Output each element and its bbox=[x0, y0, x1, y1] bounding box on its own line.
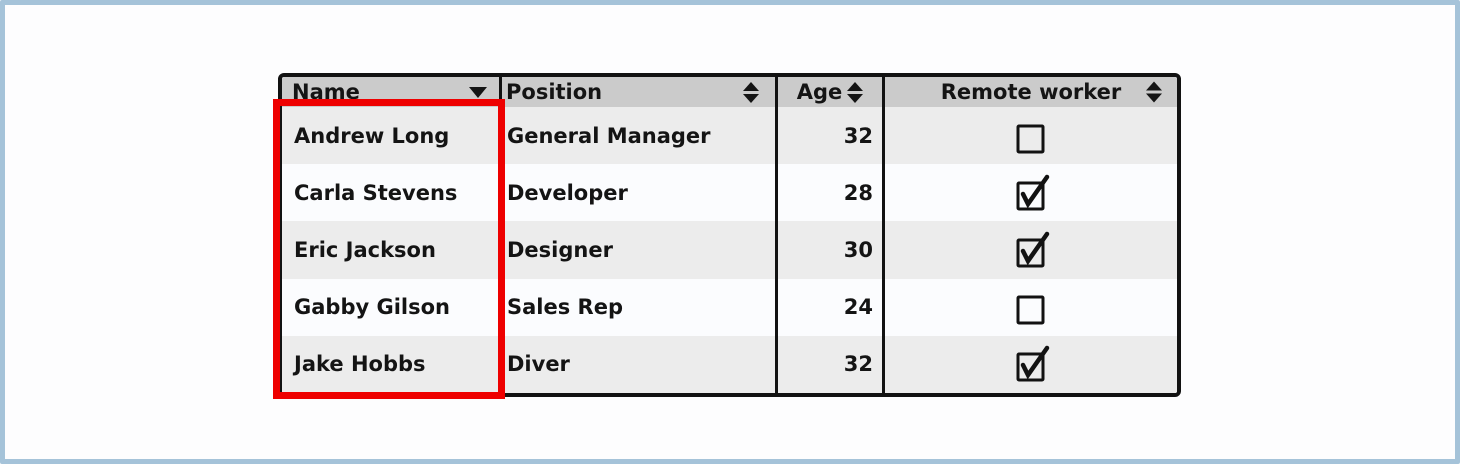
cell-remote-worker bbox=[885, 221, 1177, 279]
column-header-name-label: Name bbox=[292, 80, 360, 104]
cell-remote-worker bbox=[885, 164, 1177, 222]
cell-remote-worker bbox=[885, 335, 1177, 393]
cell-remote-worker bbox=[885, 107, 1177, 165]
cell-age: 32 bbox=[778, 107, 885, 165]
cell-name: Andrew Long bbox=[282, 107, 502, 165]
checkbox-unchecked-icon[interactable] bbox=[1011, 287, 1051, 327]
cell-position: Developer bbox=[502, 164, 778, 222]
cell-name: Eric Jackson bbox=[282, 221, 502, 279]
cell-name: Jake Hobbs bbox=[282, 335, 502, 393]
sort-descending-icon bbox=[469, 86, 487, 98]
sort-both-icon bbox=[1146, 81, 1162, 103]
sort-both-icon bbox=[743, 81, 759, 103]
column-header-position-label: Position bbox=[506, 80, 603, 104]
cell-position: Diver bbox=[502, 335, 778, 393]
column-header-remote-worker-label: Remote worker bbox=[940, 80, 1122, 104]
cell-name: Gabby Gilson bbox=[282, 278, 502, 336]
column-header-age[interactable]: Age bbox=[778, 77, 885, 107]
cell-position: Sales Rep bbox=[502, 278, 778, 336]
cell-age: 24 bbox=[778, 278, 885, 336]
column-header-remote-worker[interactable]: Remote worker bbox=[885, 77, 1177, 107]
checkbox-checked-icon[interactable] bbox=[1011, 344, 1051, 384]
checkbox-unchecked-icon[interactable] bbox=[1011, 116, 1051, 156]
cell-position: Designer bbox=[502, 221, 778, 279]
column-header-position[interactable]: Position bbox=[502, 77, 778, 107]
cell-name: Carla Stevens bbox=[282, 164, 502, 222]
employee-table: Name Position Age Remote worker Andrew L… bbox=[278, 73, 1181, 397]
checkbox-checked-icon[interactable] bbox=[1011, 173, 1051, 213]
column-header-age-label: Age bbox=[796, 80, 843, 104]
cell-age: 30 bbox=[778, 221, 885, 279]
cell-age: 32 bbox=[778, 335, 885, 393]
column-header-name[interactable]: Name bbox=[282, 77, 502, 107]
checkbox-checked-icon[interactable] bbox=[1011, 230, 1051, 270]
cell-remote-worker bbox=[885, 278, 1177, 336]
cell-position: General Manager bbox=[502, 107, 778, 165]
sort-both-icon bbox=[847, 81, 864, 103]
cell-age: 28 bbox=[778, 164, 885, 222]
